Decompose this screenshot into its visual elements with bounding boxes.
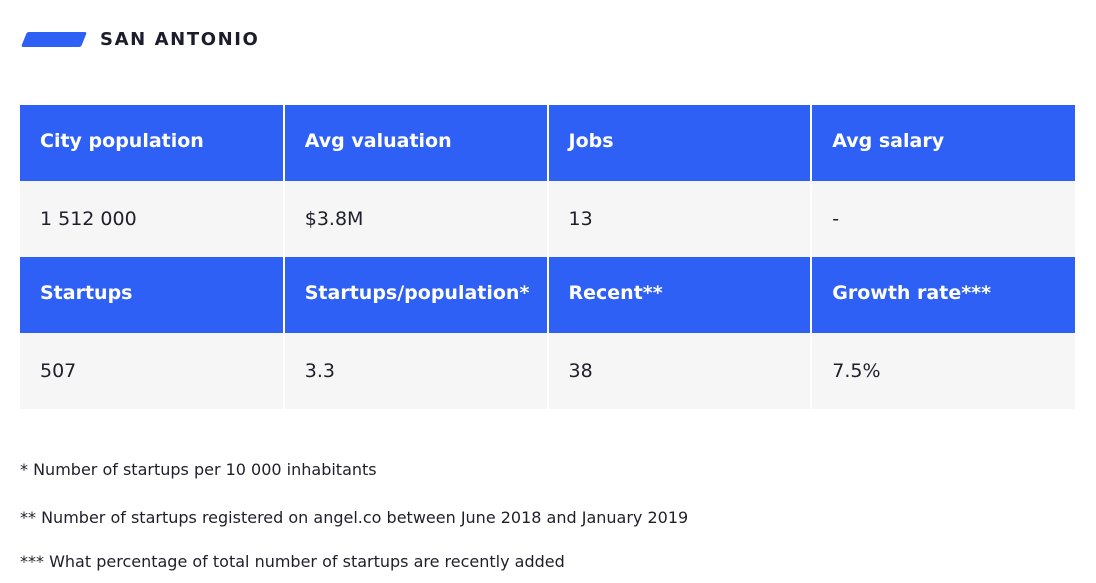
footnote-startups-per-population: * Number of startups per 10 000 inhabita… — [20, 460, 377, 479]
value-cell-growth-rate: 7.5% — [810, 333, 1075, 409]
header-cell-avg-valuation: Avg valuation — [282, 105, 548, 181]
stats-value-row: 1 512 000 $3.8M 13 - — [20, 181, 1075, 257]
footnote-recent: ** Number of startups registered on ange… — [20, 508, 689, 527]
value-cell-startups: 507 — [20, 333, 284, 409]
header-cell-city-population: City population — [20, 105, 284, 181]
footnote-growth-rate: *** What percentage of total number of s… — [20, 552, 565, 571]
header-cell-avg-salary: Avg salary — [810, 105, 1075, 181]
stats-value-row: 507 3.3 38 7.5% — [20, 333, 1075, 409]
city-accent-bar-icon — [20, 31, 88, 47]
value-cell-avg-salary: - — [810, 181, 1075, 257]
header-cell-startups: Startups — [20, 257, 284, 333]
value-cell-startups-per-population: 3.3 — [282, 333, 548, 409]
value-cell-jobs: 13 — [546, 181, 812, 257]
header-cell-growth-rate: Growth rate*** — [810, 257, 1075, 333]
header-cell-recent: Recent** — [546, 257, 812, 333]
page-header: SAN ANTONIO — [20, 26, 259, 52]
stats-header-row: Startups Startups/population* Recent** G… — [20, 257, 1075, 333]
header-cell-startups-per-population: Startups/population* — [282, 257, 548, 333]
stats-header-row: City population Avg valuation Jobs Avg s… — [20, 105, 1075, 181]
city-title: SAN ANTONIO — [100, 28, 260, 50]
value-cell-recent: 38 — [546, 333, 812, 409]
value-cell-avg-valuation: $3.8M — [282, 181, 548, 257]
value-cell-city-population: 1 512 000 — [20, 181, 284, 257]
city-stats-table: City population Avg valuation Jobs Avg s… — [20, 105, 1075, 409]
header-cell-jobs: Jobs — [546, 105, 812, 181]
